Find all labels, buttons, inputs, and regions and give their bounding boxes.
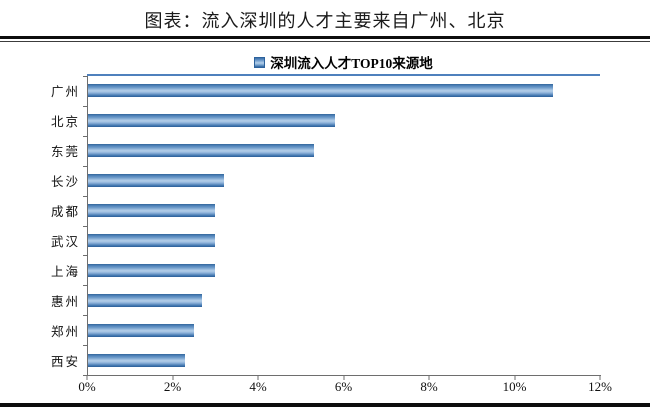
- legend-marker-icon: [254, 56, 266, 68]
- y-axis-tick: [83, 165, 87, 167]
- x-axis-tick: [172, 376, 173, 380]
- x-axis-tick-label: 0%: [78, 379, 96, 394]
- chart-row: 上海: [40, 255, 600, 285]
- x-axis-tick-label: 6%: [334, 379, 353, 394]
- x-axis-tick: [343, 376, 344, 380]
- bar-track: [87, 226, 600, 256]
- category-label: 广州: [50, 85, 80, 100]
- chart-caption: 图表：流入深圳的人才主要来自广州、北京: [144, 11, 506, 31]
- y-axis-tick: [83, 76, 87, 77]
- chart-legend: 深圳流入人才TOP10来源地: [87, 53, 600, 71]
- legend-label: 深圳流入人才TOP10来源地: [270, 56, 433, 71]
- category-label: 武汉: [50, 234, 80, 249]
- bar: [87, 323, 194, 337]
- category-label: 西安: [50, 354, 80, 369]
- y-axis-tick: [83, 285, 87, 287]
- y-axis-tick: [83, 195, 87, 197]
- bar-track: [87, 345, 600, 375]
- top-divider-thick: [0, 36, 650, 39]
- chart-row: 东莞: [40, 136, 600, 166]
- x-axis-tick-label: 12%: [588, 379, 612, 394]
- y-axis-tick: [83, 105, 87, 107]
- top-divider-thin: [0, 41, 650, 42]
- bar: [87, 174, 224, 188]
- chart-row: 北京: [40, 106, 600, 136]
- y-axis-line: [87, 76, 88, 375]
- bar-track: [87, 76, 600, 106]
- category-label: 郑州: [50, 324, 80, 339]
- y-axis-tick: [83, 375, 87, 376]
- bar: [87, 353, 186, 367]
- bar: [87, 293, 203, 307]
- y-axis-ticks: [83, 76, 87, 376]
- y-axis-tick: [83, 225, 87, 227]
- bar-track: [87, 255, 600, 285]
- bottom-divider: [0, 403, 650, 407]
- x-axis-labels: 0% 2% 4% 6% 8% 10% 12%: [78, 379, 612, 395]
- chart-row: 郑州: [40, 315, 600, 345]
- bar-track: [87, 136, 600, 166]
- x-axis-tick-label: 2%: [163, 379, 182, 394]
- bar-track: [87, 196, 600, 226]
- y-axis-tick: [83, 345, 87, 347]
- bar: [87, 144, 314, 158]
- bar-track: [87, 285, 600, 315]
- x-axis-tick: [257, 376, 259, 380]
- bar-track: [87, 315, 600, 345]
- chart-row: 武汉: [40, 226, 600, 256]
- x-axis-tick-label: 4%: [249, 379, 267, 394]
- x-axis-tick: [514, 376, 515, 380]
- category-label: 北京: [50, 115, 80, 130]
- y-axis-tick: [83, 135, 87, 137]
- x-axis-tick-label: 10%: [502, 379, 527, 394]
- bar: [87, 204, 216, 218]
- category-label: 惠州: [50, 294, 80, 309]
- bar-track: [87, 166, 600, 196]
- chart-row: 惠州: [40, 285, 600, 315]
- category-label: 长沙: [50, 175, 80, 190]
- bar: [87, 114, 335, 128]
- chart-row: 西安: [40, 345, 600, 375]
- chart-row: 长沙: [40, 166, 600, 196]
- chart-row: 广州: [40, 76, 600, 106]
- x-axis-tick: [86, 376, 88, 380]
- y-axis-tick: [83, 315, 87, 317]
- category-label: 成都: [50, 205, 80, 220]
- x-axis-ticks: [86, 375, 601, 380]
- chart-row: 成都: [40, 196, 600, 226]
- x-axis-tick-label: 8%: [420, 379, 438, 394]
- plot-top-border: [87, 74, 600, 76]
- category-label: 上海: [50, 264, 80, 279]
- bar: [87, 263, 216, 277]
- bar: [87, 233, 216, 247]
- plot-area: 广州北京东莞长沙成都武汉上海惠州郑州西安: [40, 76, 600, 375]
- x-axis-tick: [599, 376, 601, 380]
- x-axis-tick: [428, 376, 430, 380]
- y-axis-tick: [83, 255, 87, 257]
- bar: [87, 84, 553, 98]
- category-label: 东莞: [50, 145, 80, 160]
- bar-track: [87, 106, 600, 136]
- x-axis-line: [87, 375, 601, 376]
